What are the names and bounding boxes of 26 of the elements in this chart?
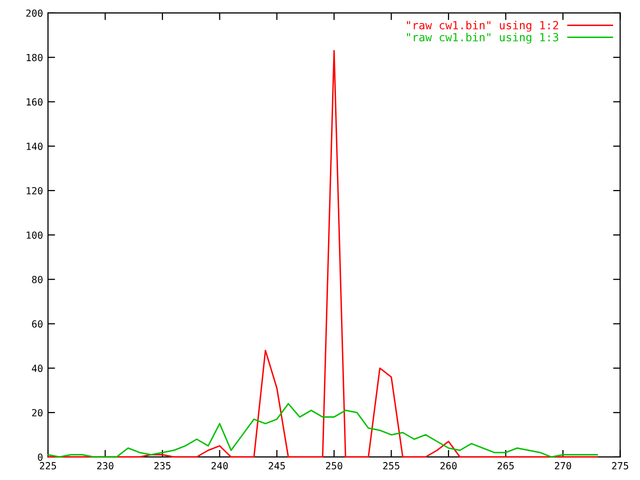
- x-tick-label: 245: [268, 462, 285, 470]
- legend-label: "raw cw1.bin" using 1:2: [407, 20, 558, 32]
- line-series: [47, 50, 598, 458]
- x-tick-label: 255: [383, 462, 400, 470]
- y-tick-label: 100: [26, 231, 43, 239]
- x-tick-label: 260: [440, 462, 457, 470]
- x-tick-label: 265: [498, 462, 514, 470]
- y-tick-label: 80: [32, 276, 43, 284]
- legend-label: "raw cw1.bin" using 1:3: [407, 32, 558, 44]
- x-tick-label: 225: [40, 462, 56, 470]
- line-series: [47, 402, 598, 458]
- y-tick-label: 180: [26, 54, 43, 62]
- x-tick-label: 230: [97, 462, 114, 470]
- y-tick-label: 60: [32, 320, 43, 328]
- y-tick-label: 20: [32, 409, 43, 416]
- y-tick-label: 0: [38, 453, 43, 461]
- y-tick-label: 160: [26, 98, 43, 106]
- x-tick-label: 270: [554, 462, 572, 470]
- x-tick-label: 250: [326, 462, 342, 470]
- y-tick-label: 120: [26, 187, 43, 194]
- x-tick-label: 235: [154, 462, 170, 470]
- x-tick-label: 240: [212, 462, 228, 470]
- y-tick-label: 140: [26, 142, 43, 150]
- x-tick-label: 275: [612, 462, 628, 470]
- y-tick-label: 40: [32, 364, 43, 372]
- y-tick-label: 200: [26, 9, 43, 17]
